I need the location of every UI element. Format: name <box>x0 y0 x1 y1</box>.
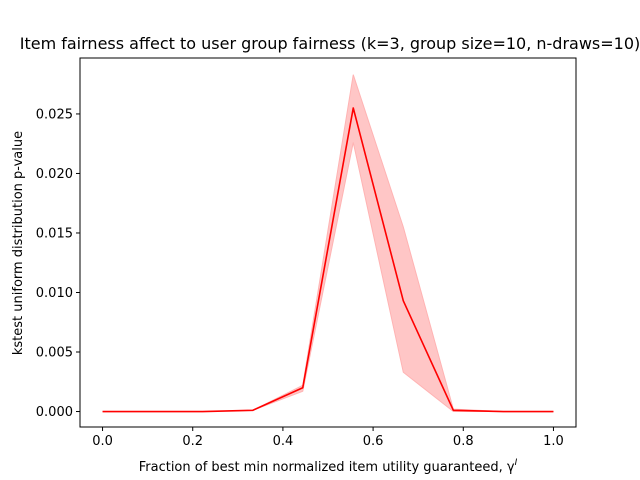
x-axis-label-superscript: I <box>515 458 518 468</box>
plot-frame <box>79 57 577 428</box>
chart-title: Item fairness affect to user group fairn… <box>20 34 640 53</box>
y-tick-label: 0.000 <box>36 405 73 420</box>
x-tick-label: 0.0 <box>92 434 113 449</box>
x-axis-label: Fraction of best min normalized item uti… <box>139 458 518 475</box>
confidence-band-0 <box>102 74 554 413</box>
y-axis: 0.000 0.005 0.010 0.015 0.020 0.025 <box>36 107 80 420</box>
y-tick-label: 0.010 <box>36 286 73 301</box>
y-tick-label: 0.005 <box>36 346 73 361</box>
x-tick-label: 1.0 <box>543 434 564 449</box>
y-axis-label: kstest uniform distribution p-value <box>11 131 26 355</box>
x-tick-label: 0.2 <box>182 434 203 449</box>
y-tick-label: 0.025 <box>36 107 73 122</box>
x-tick-label: 0.6 <box>363 434 384 449</box>
plot-area <box>79 57 577 428</box>
series-line-0 <box>102 107 554 413</box>
y-tick-label: 0.015 <box>36 226 73 241</box>
x-axis-label-text: Fraction of best min normalized item uti… <box>139 460 515 475</box>
y-tick-label: 0.020 <box>36 167 73 182</box>
x-tick-label: 0.4 <box>273 434 294 449</box>
x-axis: 0.0 0.2 0.4 0.6 0.8 1.0 <box>92 427 564 449</box>
x-tick-label: 0.8 <box>453 434 474 449</box>
